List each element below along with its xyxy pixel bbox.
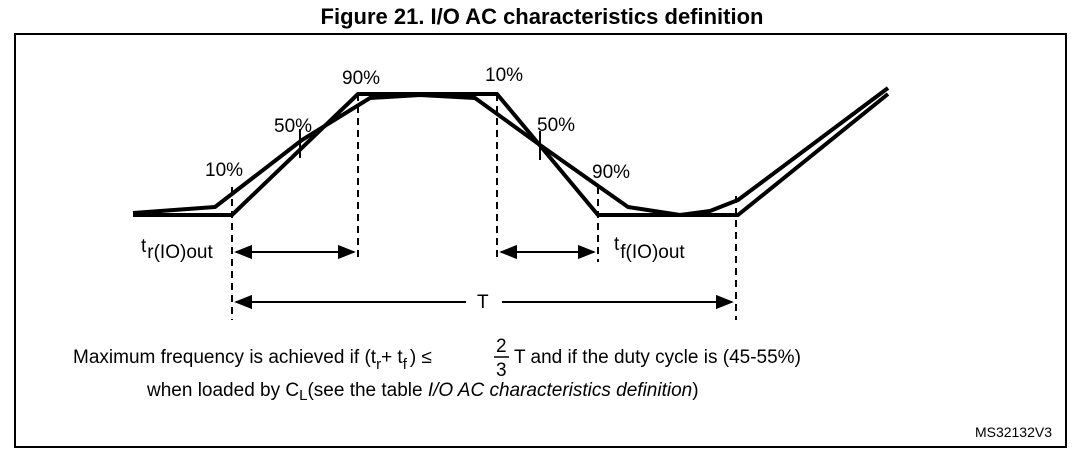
- fall-90-label: 90%: [592, 162, 630, 183]
- actual-waveform: [132, 86, 890, 217]
- note-line-1-end: T and if the duty cycle is (45-55%): [514, 347, 801, 368]
- reference-code: MS32132V3: [975, 424, 1052, 440]
- rise-90-label: 90%: [342, 68, 380, 89]
- figure-title: Figure 21. I/O AC characteristics defini…: [320, 4, 764, 29]
- tr-label: tr(IO)out: [141, 236, 213, 263]
- note-line-2: when loaded by CL(see the table I/O AC c…: [146, 380, 699, 404]
- fall-50-label: 50%: [537, 115, 575, 136]
- fraction-denominator: 3: [496, 360, 507, 381]
- period-label: T: [477, 292, 489, 313]
- rise-50-label: 50%: [274, 116, 312, 137]
- figure-frame: [14, 33, 1067, 448]
- fall-10-label: 10%: [485, 65, 523, 86]
- note-line-1: Maximum frequency is achieved if (tr+ tf…: [73, 347, 432, 373]
- ideal-waveform: [133, 92, 890, 217]
- tf-label: tf(IO)out: [614, 234, 685, 263]
- rise-10-label: 10%: [205, 160, 243, 181]
- fraction-numerator: 2: [496, 336, 507, 357]
